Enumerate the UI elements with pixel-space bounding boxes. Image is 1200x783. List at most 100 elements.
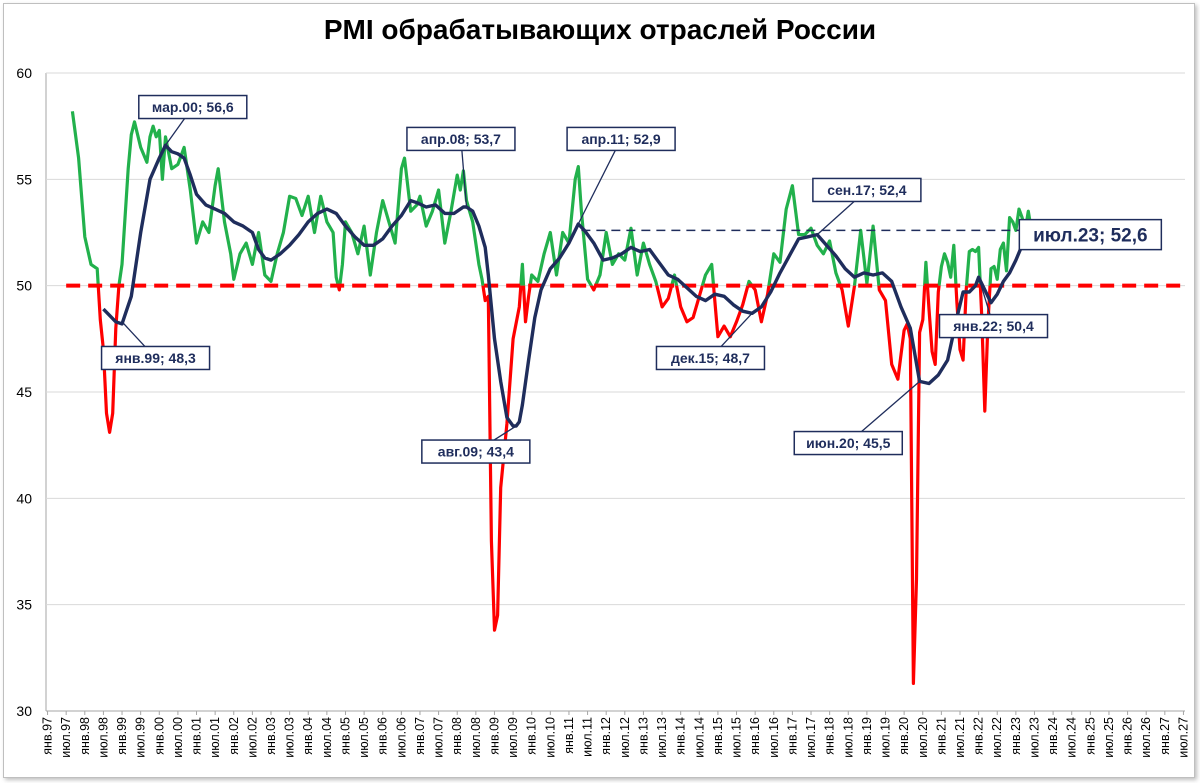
annotation-jan99: янв.99; 48,3: [100, 321, 211, 371]
x-tick-label: июл.97: [59, 717, 73, 758]
annotation-jul23: июл.23; 52,6: [1018, 218, 1163, 251]
x-tick-label: июл.06: [394, 717, 408, 758]
x-tick-label: июл.24: [1065, 717, 1079, 758]
x-tick-label: янв.17: [785, 717, 799, 755]
annotation-label: июн.20; 45,5: [806, 435, 890, 451]
annotation-label: июл.23; 52,6: [1033, 225, 1148, 246]
x-tick-label: июл.02: [245, 717, 259, 758]
x-tick-label: янв.20: [897, 717, 911, 755]
x-tick-label: июл.21: [953, 717, 967, 758]
annotation-label: апр.08; 53,7: [421, 131, 501, 147]
x-tick-label: янв.10: [525, 717, 539, 755]
x-tick-label: июл.13: [655, 717, 669, 758]
x-tick-label: июл.27: [1176, 717, 1190, 758]
annotation-label: мар.00; 56,6: [152, 99, 234, 115]
x-tick-label: янв.05: [338, 717, 352, 755]
annotation-apr11: апр.11; 52,9: [566, 126, 676, 225]
x-tick-label: янв.25: [1083, 717, 1097, 755]
x-tick-label: янв.18: [823, 717, 837, 755]
x-tick-label: июл.01: [208, 717, 222, 758]
x-tick-label: июл.10: [543, 717, 557, 758]
x-tick-label: июл.03: [283, 717, 297, 758]
annotation-label: янв.22; 50,4: [953, 318, 1034, 334]
x-tick-label: янв.12: [599, 717, 613, 755]
x-tick-label: янв.07: [413, 717, 427, 755]
pmi-line-below-50: [96, 285, 992, 685]
x-tick-label: янв.24: [1046, 717, 1060, 755]
annotation-box: [566, 126, 676, 152]
annotation-box: [812, 177, 922, 203]
annotation-apr08: апр.08; 53,7: [406, 126, 516, 208]
x-tick-label: янв.97: [41, 717, 55, 755]
annotation-label: дек.15; 48,7: [671, 350, 750, 366]
x-tick-label: янв.27: [1158, 717, 1172, 755]
x-tick-label: июл.18: [841, 717, 855, 758]
y-tick-label: 55: [16, 171, 32, 187]
x-tick-label: июл.26: [1139, 717, 1153, 758]
annotation-box: [938, 313, 1049, 339]
y-tick-label: 40: [16, 490, 32, 506]
x-tick-label: июл.15: [730, 717, 744, 758]
x-tick-label: янв.00: [152, 717, 166, 755]
x-tick-label: янв.21: [934, 717, 948, 755]
x-tick-label: янв.23: [1009, 717, 1023, 755]
x-tick-label: июл.23: [1027, 717, 1041, 758]
annotation-aug09: авг.09; 43,4: [421, 425, 531, 464]
x-tick-label: июл.98: [96, 717, 110, 758]
x-tick-label: июл.00: [171, 717, 185, 758]
x-tick-label: янв.15: [711, 717, 725, 755]
chart-title: PMI обрабатывающих отраслей России: [323, 14, 877, 45]
annotation-label: апр.11; 52,9: [581, 131, 660, 147]
x-tick-label: янв.22: [972, 717, 986, 755]
y-tick-label: 60: [16, 65, 32, 81]
x-tick-label: июл.09: [506, 717, 520, 758]
y-tick-label: 30: [16, 703, 32, 719]
pmi-line-above-50: [70, 111, 1037, 286]
x-tick-label: июл.99: [134, 717, 148, 758]
x-tick-label: июл.07: [432, 717, 446, 758]
x-tick-label: янв.13: [636, 717, 650, 755]
annotation-label: авг.09; 43,4: [438, 444, 514, 460]
x-tick-label: янв.11: [562, 717, 576, 754]
series-layer: [66, 111, 1181, 685]
x-tick-label: янв.03: [264, 717, 278, 755]
annotation-box: [406, 126, 516, 152]
x-tick-label: янв.99: [115, 717, 129, 755]
x-tick-label: июл.25: [1102, 717, 1116, 758]
annotation-box: [100, 345, 211, 371]
x-tick-label: янв.14: [674, 717, 688, 755]
x-tick-label: янв.01: [190, 717, 204, 755]
x-tick-label: янв.02: [227, 717, 241, 755]
x-tick-label: июл.14: [692, 717, 706, 758]
x-tick-label: янв.98: [78, 717, 92, 755]
annotation-box: [138, 94, 248, 120]
x-tick-label: июл.08: [469, 717, 483, 758]
y-tick-label: 35: [16, 597, 32, 613]
y-tick-label: 50: [16, 278, 32, 294]
annotation-box: [655, 345, 766, 371]
x-tick-label: июл.04: [320, 717, 334, 758]
x-tick-label: янв.04: [301, 717, 315, 755]
x-tick-label: июл.12: [618, 717, 632, 758]
annotation-box: [793, 430, 904, 456]
x-tick-label: июл.11: [581, 717, 595, 757]
y-tick-label: 45: [16, 384, 32, 400]
annotation-label: янв.99; 48,3: [115, 350, 196, 366]
annotation-box: [421, 439, 531, 464]
x-tick-label: янв.19: [860, 717, 874, 755]
x-tick-label: янв.06: [376, 717, 390, 755]
x-tick-label: янв.08: [450, 717, 464, 755]
x-tick-label: июл.05: [357, 717, 371, 758]
annotation-mar00: мар.00; 56,6: [138, 94, 248, 146]
x-tick-label: янв.16: [748, 717, 762, 755]
x-tick-label: янв.26: [1121, 717, 1135, 755]
annotation-jan22: янв.22; 50,4: [938, 276, 1049, 339]
annotation-dec15: дек.15; 48,7: [655, 312, 766, 371]
y-axis: 30 35 40 45 50 55 60: [16, 65, 32, 719]
x-tick-label: июл.17: [804, 717, 818, 758]
annotation-jun20: июн.20; 45,5: [793, 380, 921, 456]
x-tick-label: июл.19: [879, 717, 893, 758]
annotation-label: сен.17; 52,4: [827, 182, 907, 198]
trend-line: [102, 143, 1036, 428]
